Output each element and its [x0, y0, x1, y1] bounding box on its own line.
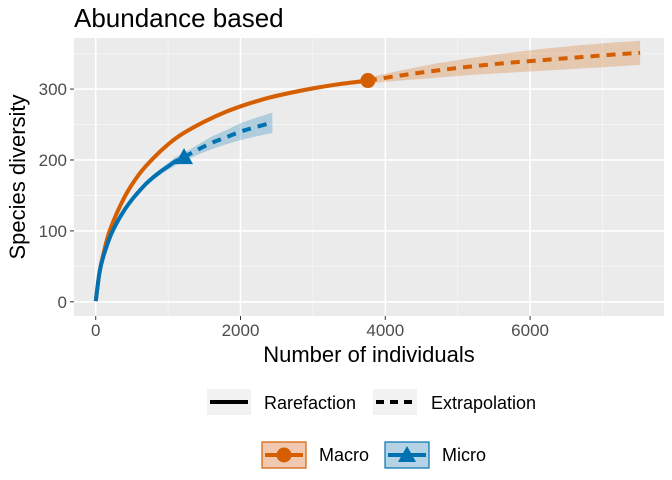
- y-tick-label: 0: [58, 293, 67, 312]
- observed-markers: [175, 73, 376, 165]
- y-axis: 0 100 200 300: [39, 80, 74, 312]
- x-tick-label: 6000: [511, 321, 549, 340]
- legend-label-extrapolation: Extrapolation: [431, 393, 536, 413]
- observed-point-micro: [175, 148, 194, 165]
- x-tick-label: 0: [91, 321, 100, 340]
- grid-major: [74, 38, 664, 316]
- observed-point-macro: [360, 73, 376, 89]
- x-axis: 0 2000 4000 6000: [91, 316, 549, 340]
- y-axis-title: Species diversity: [5, 94, 30, 259]
- line-macro-rarefaction: [93, 78, 369, 302]
- y-tick-label: 300: [39, 80, 67, 99]
- legend-label-micro: Micro: [442, 445, 486, 465]
- group-legend: Macro Micro: [261, 441, 486, 469]
- chart-title: Abundance based: [74, 3, 284, 33]
- y-tick-label: 100: [39, 222, 67, 241]
- ribbon-macro-extrapolation: [367, 40, 641, 84]
- legend-label-rarefaction: Rarefaction: [264, 393, 356, 413]
- x-tick-label: 2000: [222, 321, 260, 340]
- y-tick-label: 200: [39, 151, 67, 170]
- line-macro-extrapolation: [367, 50, 641, 83]
- line-micro-rarefaction: [93, 155, 185, 302]
- series-lines: [93, 50, 641, 302]
- legend-marker-macro: [276, 447, 292, 463]
- legend-label-macro: Macro: [319, 445, 369, 465]
- grid-minor: [74, 38, 664, 316]
- linetype-legend: Rarefaction Extrapolation: [207, 389, 536, 415]
- legend-marker-micro: [398, 446, 416, 462]
- x-axis-title: Number of individuals: [263, 342, 475, 367]
- x-tick-label: 4000: [366, 321, 404, 340]
